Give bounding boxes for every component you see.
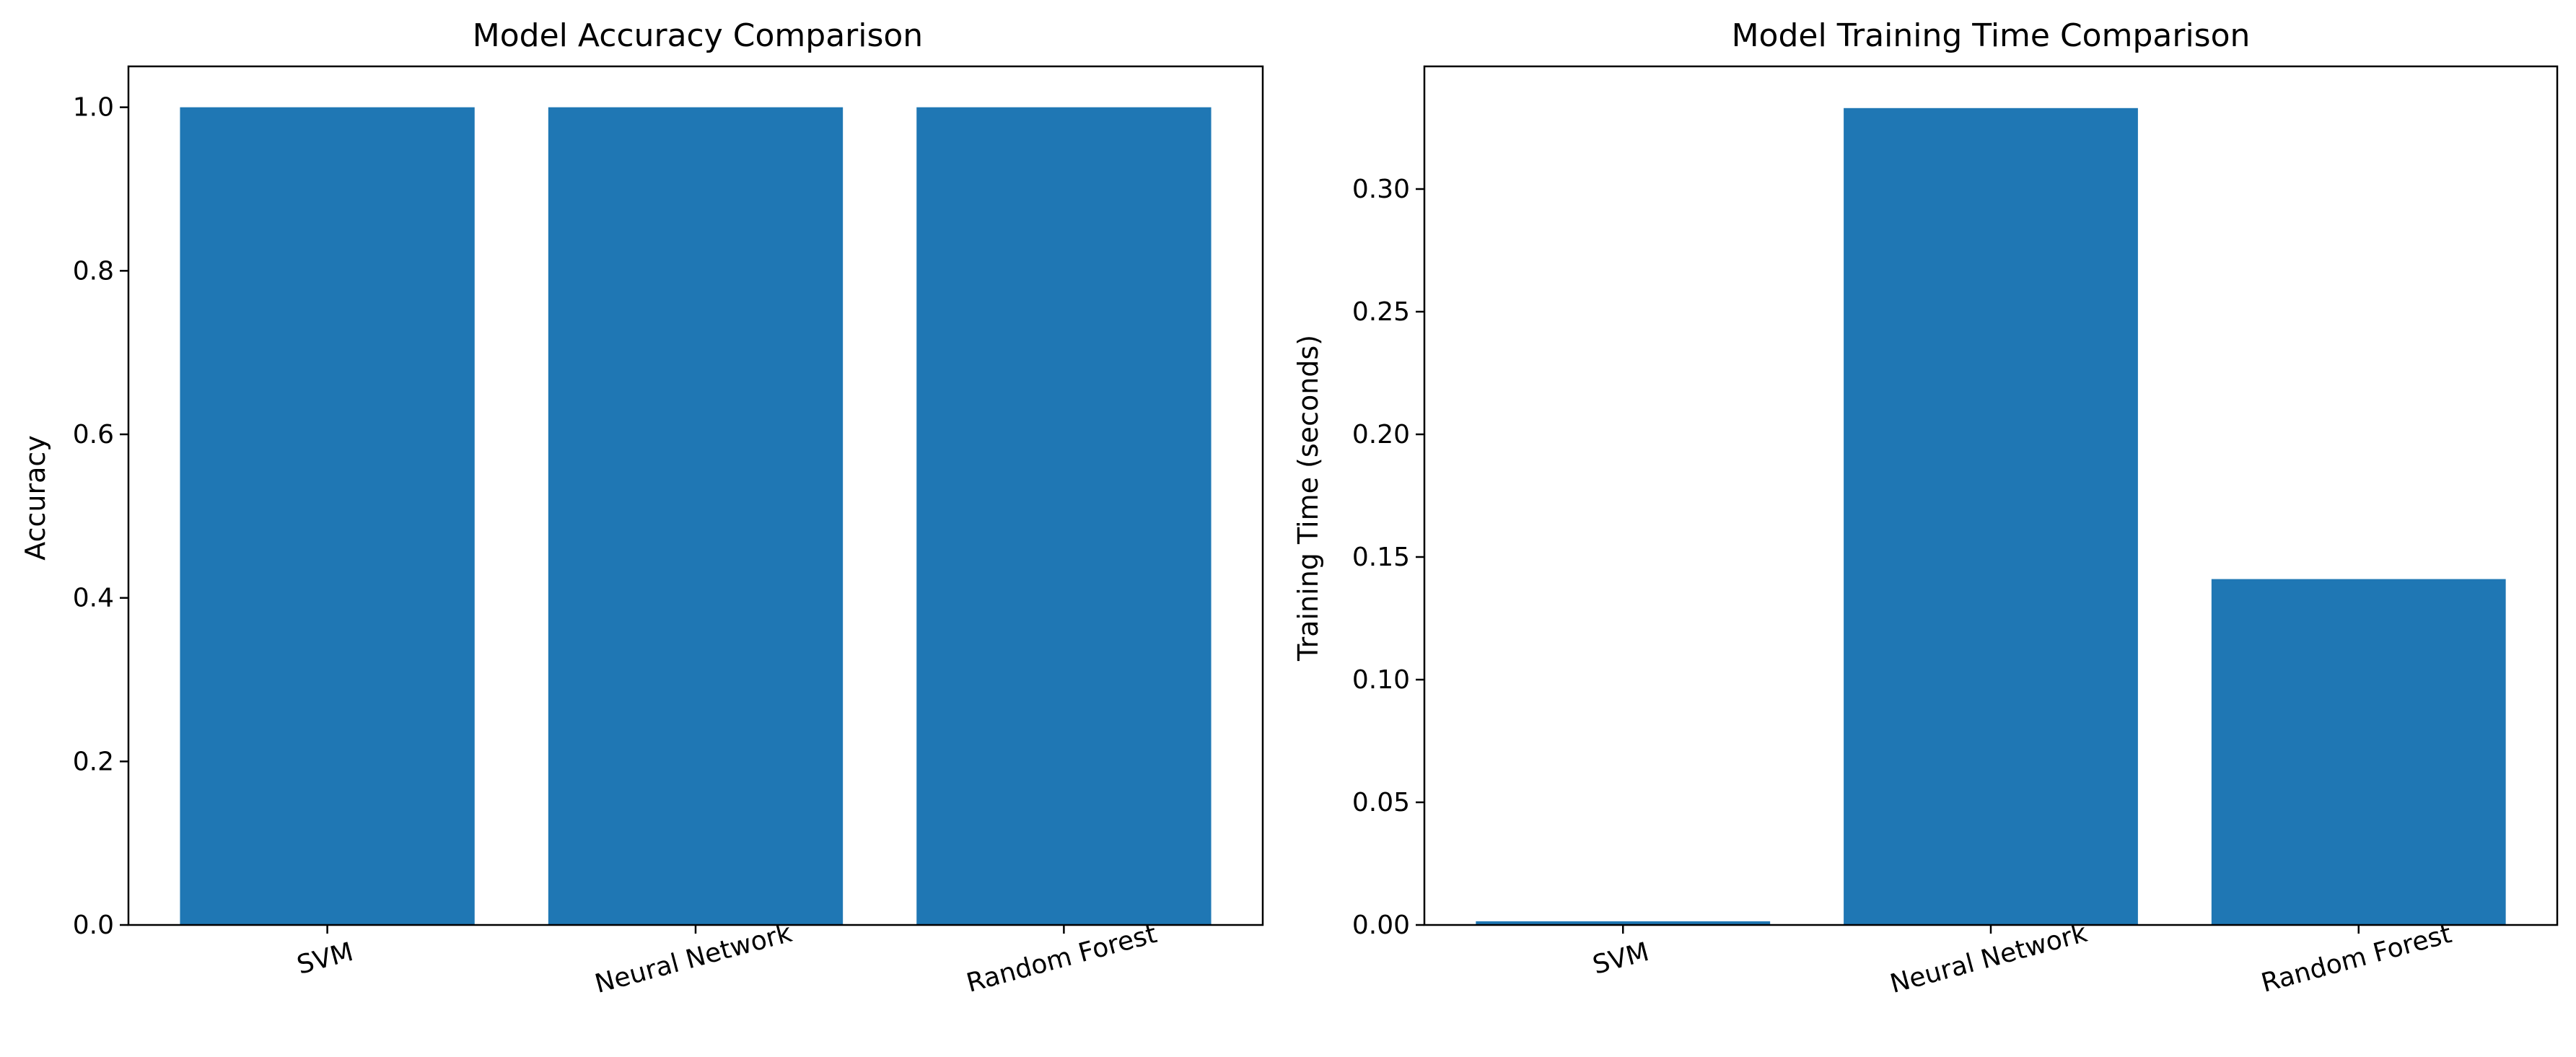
training-time-plot-frame [1423,65,2559,926]
accuracy-y-tick-label-0: 0.0 [73,911,114,940]
accuracy-y-tick-label-4: 0.8 [73,256,114,286]
training-time-y-tick-label-0: 0.00 [1352,911,1410,940]
accuracy-chart-title: Model Accuracy Comparison [473,17,923,54]
accuracy-y-tick-label-3: 0.6 [73,420,114,449]
accuracy-y-tick-label-1: 0.2 [73,747,114,776]
training-time-y-tick-label-4: 0.20 [1352,420,1410,449]
accuracy-y-tick-label-5: 1.0 [73,93,114,123]
accuracy-y-tick-label-2: 0.4 [73,584,114,613]
accuracy-chart: Model Accuracy Comparison Accuracy 0.00.… [19,17,1264,999]
accuracy-bar-2 [916,107,1212,926]
accuracy-bar-0 [180,107,475,926]
training-time-bar-2 [2211,579,2506,925]
training-time-y-ticks: 0.00 0.05 0.10 0.15 0.20 0.25 0.30 [1352,175,1424,940]
training-time-y-tick-label-5: 0.25 [1352,297,1410,327]
accuracy-y-axis-label: Accuracy [19,435,51,561]
training-time-chart-title: Model Training Time Comparison [1732,17,2251,54]
training-time-bar-0 [1476,921,1771,925]
training-time-bars [1476,108,2506,925]
accuracy-plot-frame [127,65,1264,926]
accuracy-bars [180,107,1212,926]
accuracy-y-ticks: 0.0 0.2 0.4 0.6 0.8 1.0 [73,93,128,940]
training-time-bar-1 [1844,108,2138,925]
training-time-y-axis-label: Training Time (seconds) [1292,335,1324,662]
training-time-y-tick-label-3: 0.15 [1352,543,1410,572]
training-time-y-tick-label-6: 0.30 [1352,175,1410,204]
accuracy-bar-1 [548,107,844,926]
training-time-y-tick-label-1: 0.05 [1352,788,1410,817]
training-time-y-tick-label-2: 0.10 [1352,665,1410,695]
